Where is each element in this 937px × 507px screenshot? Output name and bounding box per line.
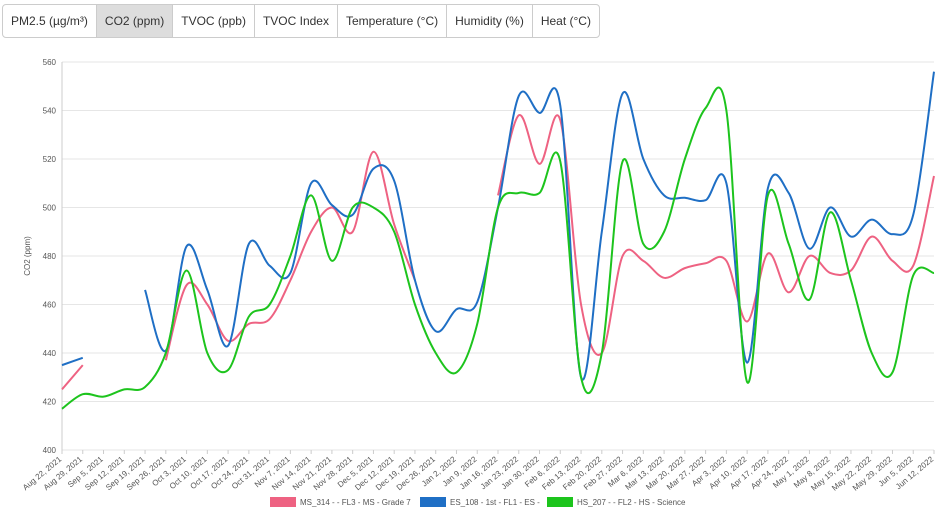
- y-tick-label: 540: [43, 107, 57, 116]
- y-tick-label: 500: [43, 204, 57, 213]
- y-tick-label: 460: [43, 301, 57, 310]
- tab[interactable]: TVOC Index: [253, 4, 338, 38]
- series-line: [61, 71, 935, 381]
- tab[interactable]: Heat (°C): [531, 4, 600, 38]
- legend-swatch: [547, 497, 573, 507]
- series-line: [61, 86, 935, 410]
- legend-label: ES_108 - 1st - FL1 - ES -: [450, 498, 540, 507]
- legend-label: MS_314 - - FL3 - MS - Grade 7: [300, 498, 411, 507]
- y-tick-label: 440: [43, 349, 57, 358]
- y-axis-title: CO2 (ppm): [23, 236, 32, 276]
- legend-label: HS_207 - - FL2 - HS - Science: [577, 498, 686, 507]
- tab-bar: PM2.5 (µg/m³) CO2 (ppm) TVOC (ppb) TVOC Ind…: [2, 4, 600, 38]
- tab[interactable]: CO2 (ppm): [95, 4, 174, 38]
- y-tick-label: 520: [43, 155, 57, 164]
- legend-swatch: [420, 497, 446, 507]
- legend-swatch: [270, 497, 296, 507]
- tab[interactable]: Humidity (%): [446, 4, 533, 38]
- series-line: [61, 114, 935, 391]
- tab[interactable]: TVOC (ppb): [172, 4, 255, 38]
- tab[interactable]: PM2.5 (µg/m³): [2, 4, 97, 38]
- y-tick-label: 560: [43, 58, 57, 67]
- y-tick-label: 480: [43, 252, 57, 261]
- y-tick-label: 420: [43, 398, 57, 407]
- y-tick-label: 400: [43, 446, 57, 455]
- tab[interactable]: Temperature (°C): [336, 4, 448, 38]
